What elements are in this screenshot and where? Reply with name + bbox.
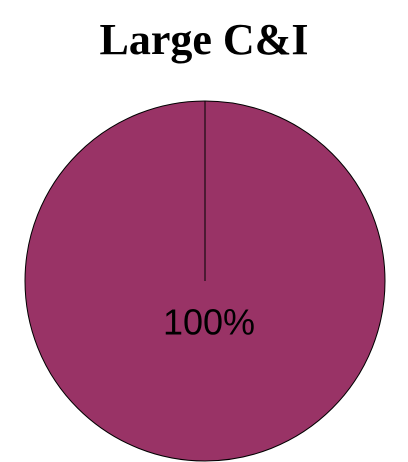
value-label: 100% <box>163 302 255 343</box>
chart-title: Large C&I <box>100 15 309 64</box>
